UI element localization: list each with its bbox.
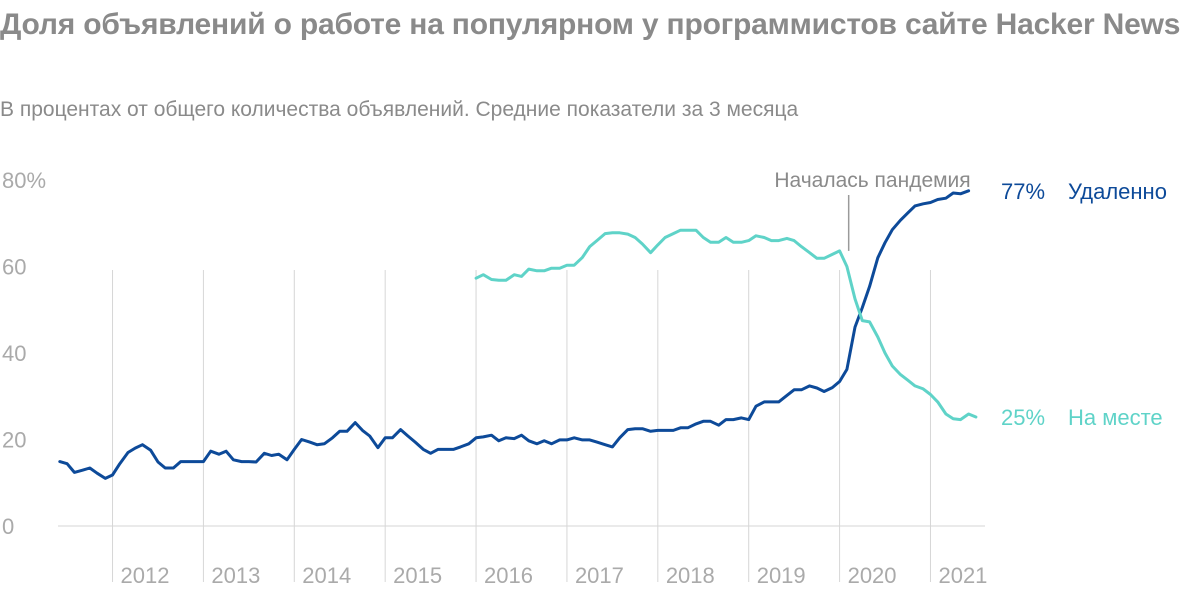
x-tick-label: 2019 [757,563,806,588]
x-tick-label: 2016 [484,563,533,588]
series-line-0 [58,189,971,480]
gridlines [58,270,985,582]
annotation: Началась пандемия [774,169,971,251]
y-tick-label: 60 [2,255,26,280]
chart-title: Доля объявлений о работе на популярном у… [0,8,1181,41]
x-tick-label: 2014 [302,563,351,588]
x-tick-label: 2012 [121,563,170,588]
tick-labels: 0 20 40 60 80% 2012 2013 2014 2015 2016 2017 2018 20… [2,168,1167,588]
y-tick-label: 80% [2,168,46,193]
x-tick-label: 2015 [393,563,442,588]
x-tick-label: 2020 [848,563,897,588]
y-tick-label: 0 [2,514,14,539]
x-tick-label: 2021 [938,563,987,588]
chart-subtitle: В процентах от общего количества объявле… [0,98,799,121]
pandemic-annotation: Началась пандемия [774,169,970,192]
y-tick-label: 20 [2,428,26,453]
x-tick-label: 2018 [666,563,715,588]
series-end-value: 77% [1001,179,1045,204]
series-lines [58,189,978,480]
series-name-label: На месте [1068,405,1163,430]
series-line-1 [474,228,978,422]
series-end-value: 25% [1001,405,1045,430]
y-tick-label: 40 [2,341,26,366]
series-name-label: Удаленно [1068,179,1167,204]
x-tick-label: 2013 [211,563,260,588]
x-tick-label: 2017 [575,563,624,588]
